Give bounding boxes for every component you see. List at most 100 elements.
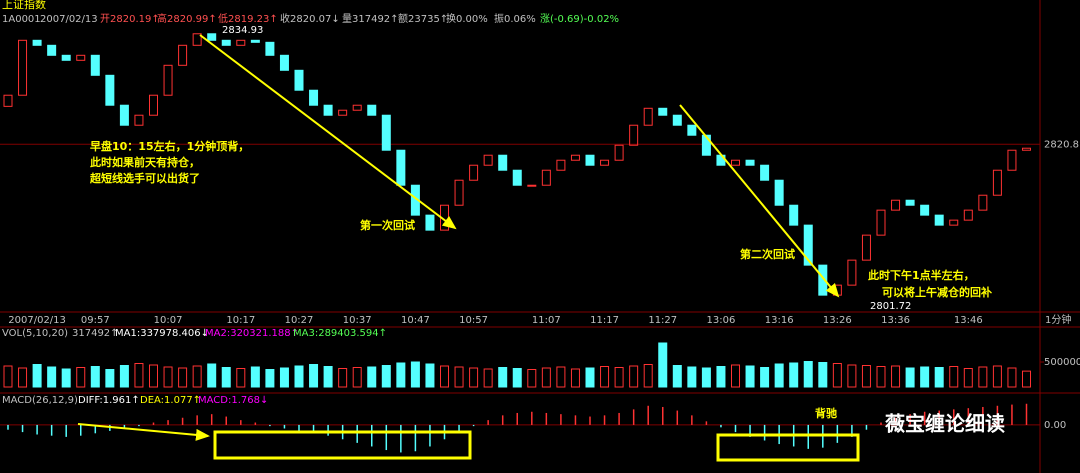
candle-body <box>469 164 479 181</box>
volume-bar <box>163 366 173 388</box>
candle-body <box>134 114 144 126</box>
candle-body <box>1022 147 1031 151</box>
candle-body <box>178 44 188 66</box>
volume-bar <box>745 365 755 388</box>
candle-body <box>3 94 13 107</box>
volume-bar <box>309 364 319 388</box>
candle-body <box>978 194 988 211</box>
vol-info: VOL(5,10,20) 317492↑ MA1:337978.406↓ MA2… <box>2 328 387 339</box>
volume-bar <box>410 361 420 388</box>
candle-body <box>149 94 158 116</box>
candle-body <box>236 39 246 46</box>
candle-body <box>731 159 740 166</box>
candle-body <box>629 124 639 146</box>
annotations: 2834.93 2801.72 早盘10：15左右，1分钟顶背， 此时如果前天有… <box>77 25 1071 462</box>
vol-label: MA2:320321.188↑ <box>205 328 299 339</box>
candle-body <box>949 219 959 226</box>
volume-bar <box>512 368 522 388</box>
volume-bar <box>134 363 144 388</box>
volume-bar <box>192 365 202 388</box>
volume-bar <box>149 364 158 388</box>
candle-body <box>760 164 770 181</box>
note: 可以将上午减仓的回补 <box>882 285 992 299</box>
volume-bar <box>992 365 1002 388</box>
y-tick-label: 0.00 <box>1044 420 1066 431</box>
candle-body <box>454 179 464 206</box>
volume-bar <box>440 365 449 388</box>
macd-label: DEA:1.077↑ <box>140 395 201 406</box>
candle-body <box>847 259 857 286</box>
candle-body <box>789 204 799 226</box>
vol-label: MA1:337978.406↓ <box>115 328 209 339</box>
candle-body <box>701 134 711 156</box>
volume-bar <box>76 367 86 388</box>
candle-body <box>876 209 886 236</box>
candle-body <box>570 154 580 161</box>
volume-bar <box>381 365 391 388</box>
note: 第一次回试 <box>360 218 415 232</box>
candle-body <box>1007 149 1017 171</box>
volume-bar <box>250 366 260 388</box>
note: 第二次回试 <box>740 247 795 261</box>
volume-bar <box>818 362 828 388</box>
candle-body <box>803 224 813 266</box>
volume-bar <box>221 367 231 388</box>
vol-label: VOL(5,10,20) <box>2 328 68 339</box>
period: 1分钟 <box>1045 313 1071 326</box>
volume-bar <box>905 367 915 388</box>
candle-body <box>32 39 42 46</box>
volume-bar <box>18 367 28 388</box>
info: 收2820.07↓ <box>280 12 340 25</box>
volume-bar <box>876 366 886 388</box>
candle-body <box>483 154 493 166</box>
volume-bar <box>178 367 188 388</box>
volume-bar <box>265 369 275 388</box>
volume-bar <box>570 368 580 388</box>
info: 低2819.23↑ <box>218 12 278 25</box>
x-tick-label: 11:27 <box>648 315 677 326</box>
x-tick-label: 10:47 <box>401 315 430 326</box>
volume-bar <box>774 363 784 388</box>
note: 背驰 <box>815 406 837 420</box>
candle-body <box>658 107 668 116</box>
candle-body <box>818 264 828 296</box>
volume-bar <box>920 366 930 388</box>
info: 2007/02/13 <box>40 14 98 25</box>
candle-body <box>367 104 377 116</box>
volume-bar <box>483 368 493 388</box>
x-tick-label: 09:57 <box>81 315 110 326</box>
volume-bar <box>760 367 770 388</box>
volume-bar <box>556 366 566 388</box>
candle-body <box>61 54 71 61</box>
info: 换0.00% <box>446 12 488 25</box>
candle-body <box>745 159 755 166</box>
info: 高2820.99↑ <box>157 12 217 25</box>
x-tick-label: 10:27 <box>285 315 314 326</box>
volume-bar <box>949 366 959 388</box>
candle-body <box>265 41 275 56</box>
volume-bar <box>61 368 71 388</box>
candle-body <box>396 149 406 186</box>
candle-body <box>192 33 202 46</box>
highlight-box <box>716 433 860 462</box>
volume-bar <box>90 366 100 388</box>
macd-label: MACD:1.768↓ <box>198 395 268 406</box>
volume-bar <box>891 365 901 388</box>
macd-label: DIFF:1.961↑ <box>78 395 140 406</box>
y-tick-label: 2820.8 <box>1044 139 1079 150</box>
info-bar: 1A0001 2007/02/13 开2820.19↑ 高2820.99↑ 低2… <box>2 12 619 25</box>
x-tick-label: 10:37 <box>343 315 372 326</box>
candle-body <box>119 104 129 126</box>
candle-body <box>672 114 682 126</box>
candle-body <box>527 184 537 187</box>
volume-bar <box>629 365 639 388</box>
arrow <box>199 34 457 230</box>
candle-body <box>309 89 319 106</box>
volume-bar <box>963 368 973 388</box>
volume-bar <box>789 362 799 388</box>
candle-body <box>498 154 508 171</box>
x-tick-label: 13:46 <box>954 315 983 326</box>
x-tick-label: 13:26 <box>823 315 852 326</box>
candle-body <box>687 124 697 136</box>
note: 此时下午1点半左右， <box>868 268 975 282</box>
